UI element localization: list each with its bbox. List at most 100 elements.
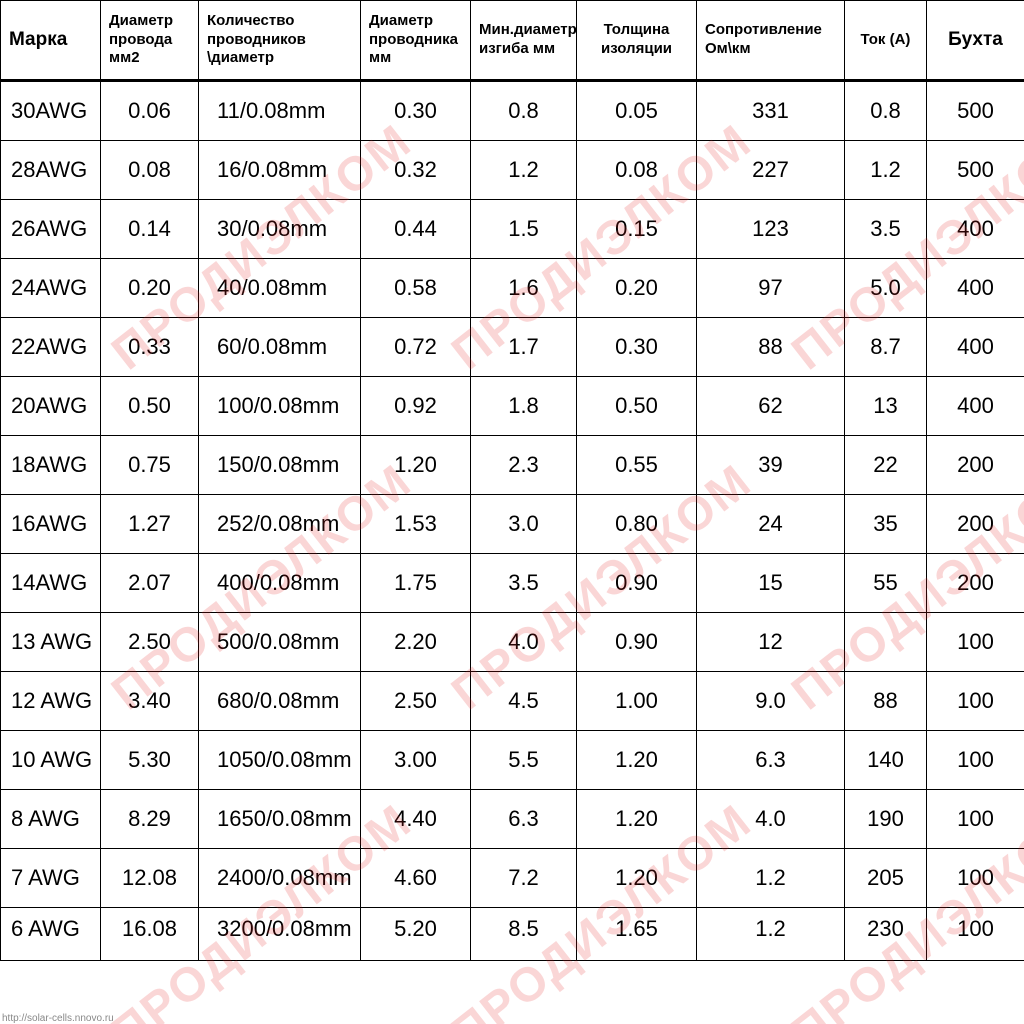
table-cell: 0.92 [361, 377, 471, 436]
table-cell: 88 [697, 318, 845, 377]
table-cell: 100 [927, 908, 1024, 961]
table-cell: 150/0.08mm [199, 436, 361, 495]
col-header-insul: Толщина изоляции [581, 21, 692, 59]
table-cell: 4.5 [471, 672, 577, 731]
table-cell: 400 [927, 377, 1024, 436]
table-cell: 252/0.08mm [199, 495, 361, 554]
table-cell: 7.2 [471, 849, 577, 908]
awg-spec-table: Марка Диаметр провода мм2 Количество про… [0, 0, 1024, 961]
table-row: 8 AWG8.291650/0.08mm4.406.31.204.0190100 [1, 790, 1024, 849]
table-cell: 30AWG [1, 81, 101, 141]
table-cell: 2400/0.08mm [199, 849, 361, 908]
table-cell: 400 [927, 259, 1024, 318]
table-cell: 0.08 [577, 141, 697, 200]
table-row: 24AWG0.2040/0.08mm0.581.60.20975.0400 [1, 259, 1024, 318]
table-cell: 1.20 [361, 436, 471, 495]
table-cell: 0.44 [361, 200, 471, 259]
table-cell: 400/0.08mm [199, 554, 361, 613]
table-cell: 227 [697, 141, 845, 200]
table-cell: 2.50 [361, 672, 471, 731]
table-cell: 0.15 [577, 200, 697, 259]
table-cell: 0.80 [577, 495, 697, 554]
table-cell: 100 [927, 731, 1024, 790]
table-cell [845, 613, 927, 672]
table-cell: 1.7 [471, 318, 577, 377]
table-cell: 24AWG [1, 259, 101, 318]
table-cell: 0.8 [471, 81, 577, 141]
table-cell: 5.0 [845, 259, 927, 318]
table-cell: 13 AWG [1, 613, 101, 672]
table-cell: 12 [697, 613, 845, 672]
table-cell: 13 [845, 377, 927, 436]
table-row: 30AWG0.0611/0.08mm0.300.80.053310.8500 [1, 81, 1024, 141]
table-cell: 200 [927, 436, 1024, 495]
table-cell: 200 [927, 554, 1024, 613]
table-cell: 0.20 [101, 259, 199, 318]
table-cell: 40/0.08mm [199, 259, 361, 318]
table-cell: 88 [845, 672, 927, 731]
table-cell: 3.0 [471, 495, 577, 554]
table-cell: 12.08 [101, 849, 199, 908]
table-cell: 5.5 [471, 731, 577, 790]
table-cell: 8.5 [471, 908, 577, 961]
table-cell: 2.07 [101, 554, 199, 613]
table-cell: 6.3 [697, 731, 845, 790]
table-cell: 39 [697, 436, 845, 495]
col-header-marka: Марка [5, 28, 96, 52]
col-header-dia-mm2: Диаметр провода мм2 [105, 12, 194, 68]
table-cell: 5.30 [101, 731, 199, 790]
table-cell: 100 [927, 613, 1024, 672]
col-header-res: Сопротивление Ом\км [701, 21, 840, 59]
table-row: 7 AWG12.082400/0.08mm4.607.21.201.220510… [1, 849, 1024, 908]
table-cell: 20AWG [1, 377, 101, 436]
table-cell: 100 [927, 849, 1024, 908]
table-cell: 190 [845, 790, 927, 849]
table-cell: 0.20 [577, 259, 697, 318]
table-cell: 0.05 [577, 81, 697, 141]
table-cell: 1.75 [361, 554, 471, 613]
table-cell: 24 [697, 495, 845, 554]
table-cell: 14AWG [1, 554, 101, 613]
table-cell: 100 [927, 672, 1024, 731]
table-cell: 2.50 [101, 613, 199, 672]
table-cell: 4.0 [697, 790, 845, 849]
table-cell: 26AWG [1, 200, 101, 259]
table-cell: 500 [927, 141, 1024, 200]
table-cell: 60/0.08mm [199, 318, 361, 377]
table-cell: 331 [697, 81, 845, 141]
table-cell: 680/0.08mm [199, 672, 361, 731]
table-cell: 1050/0.08mm [199, 731, 361, 790]
table-row: 28AWG0.0816/0.08mm0.321.20.082271.2500 [1, 141, 1024, 200]
table-cell: 0.30 [577, 318, 697, 377]
table-cell: 100/0.08mm [199, 377, 361, 436]
table-cell: 18AWG [1, 436, 101, 495]
table-cell: 1.8 [471, 377, 577, 436]
table-cell: 1.2 [845, 141, 927, 200]
table-cell: 1.27 [101, 495, 199, 554]
table-row: 16AWG1.27252/0.08mm1.533.00.802435200 [1, 495, 1024, 554]
table-cell: 4.0 [471, 613, 577, 672]
table-cell: 16AWG [1, 495, 101, 554]
table-cell: 8.7 [845, 318, 927, 377]
table-cell: 1.00 [577, 672, 697, 731]
table-cell: 230 [845, 908, 927, 961]
table-cell: 1.53 [361, 495, 471, 554]
table-cell: 22 [845, 436, 927, 495]
table-cell: 6.3 [471, 790, 577, 849]
table-cell: 3.40 [101, 672, 199, 731]
table-cell: 1.65 [577, 908, 697, 961]
table-body: 30AWG0.0611/0.08mm0.300.80.053310.850028… [1, 81, 1024, 961]
table-cell: 0.30 [361, 81, 471, 141]
table-cell: 1.6 [471, 259, 577, 318]
table-cell: 0.90 [577, 613, 697, 672]
table-cell: 500 [927, 81, 1024, 141]
table-cell: 1.20 [577, 731, 697, 790]
table-cell: 0.8 [845, 81, 927, 141]
table-cell: 97 [697, 259, 845, 318]
table-cell: 16.08 [101, 908, 199, 961]
table-cell: 1.2 [697, 849, 845, 908]
table-cell: 1.5 [471, 200, 577, 259]
table-cell: 0.06 [101, 81, 199, 141]
table-cell: 500/0.08mm [199, 613, 361, 672]
table-cell: 1.2 [471, 141, 577, 200]
